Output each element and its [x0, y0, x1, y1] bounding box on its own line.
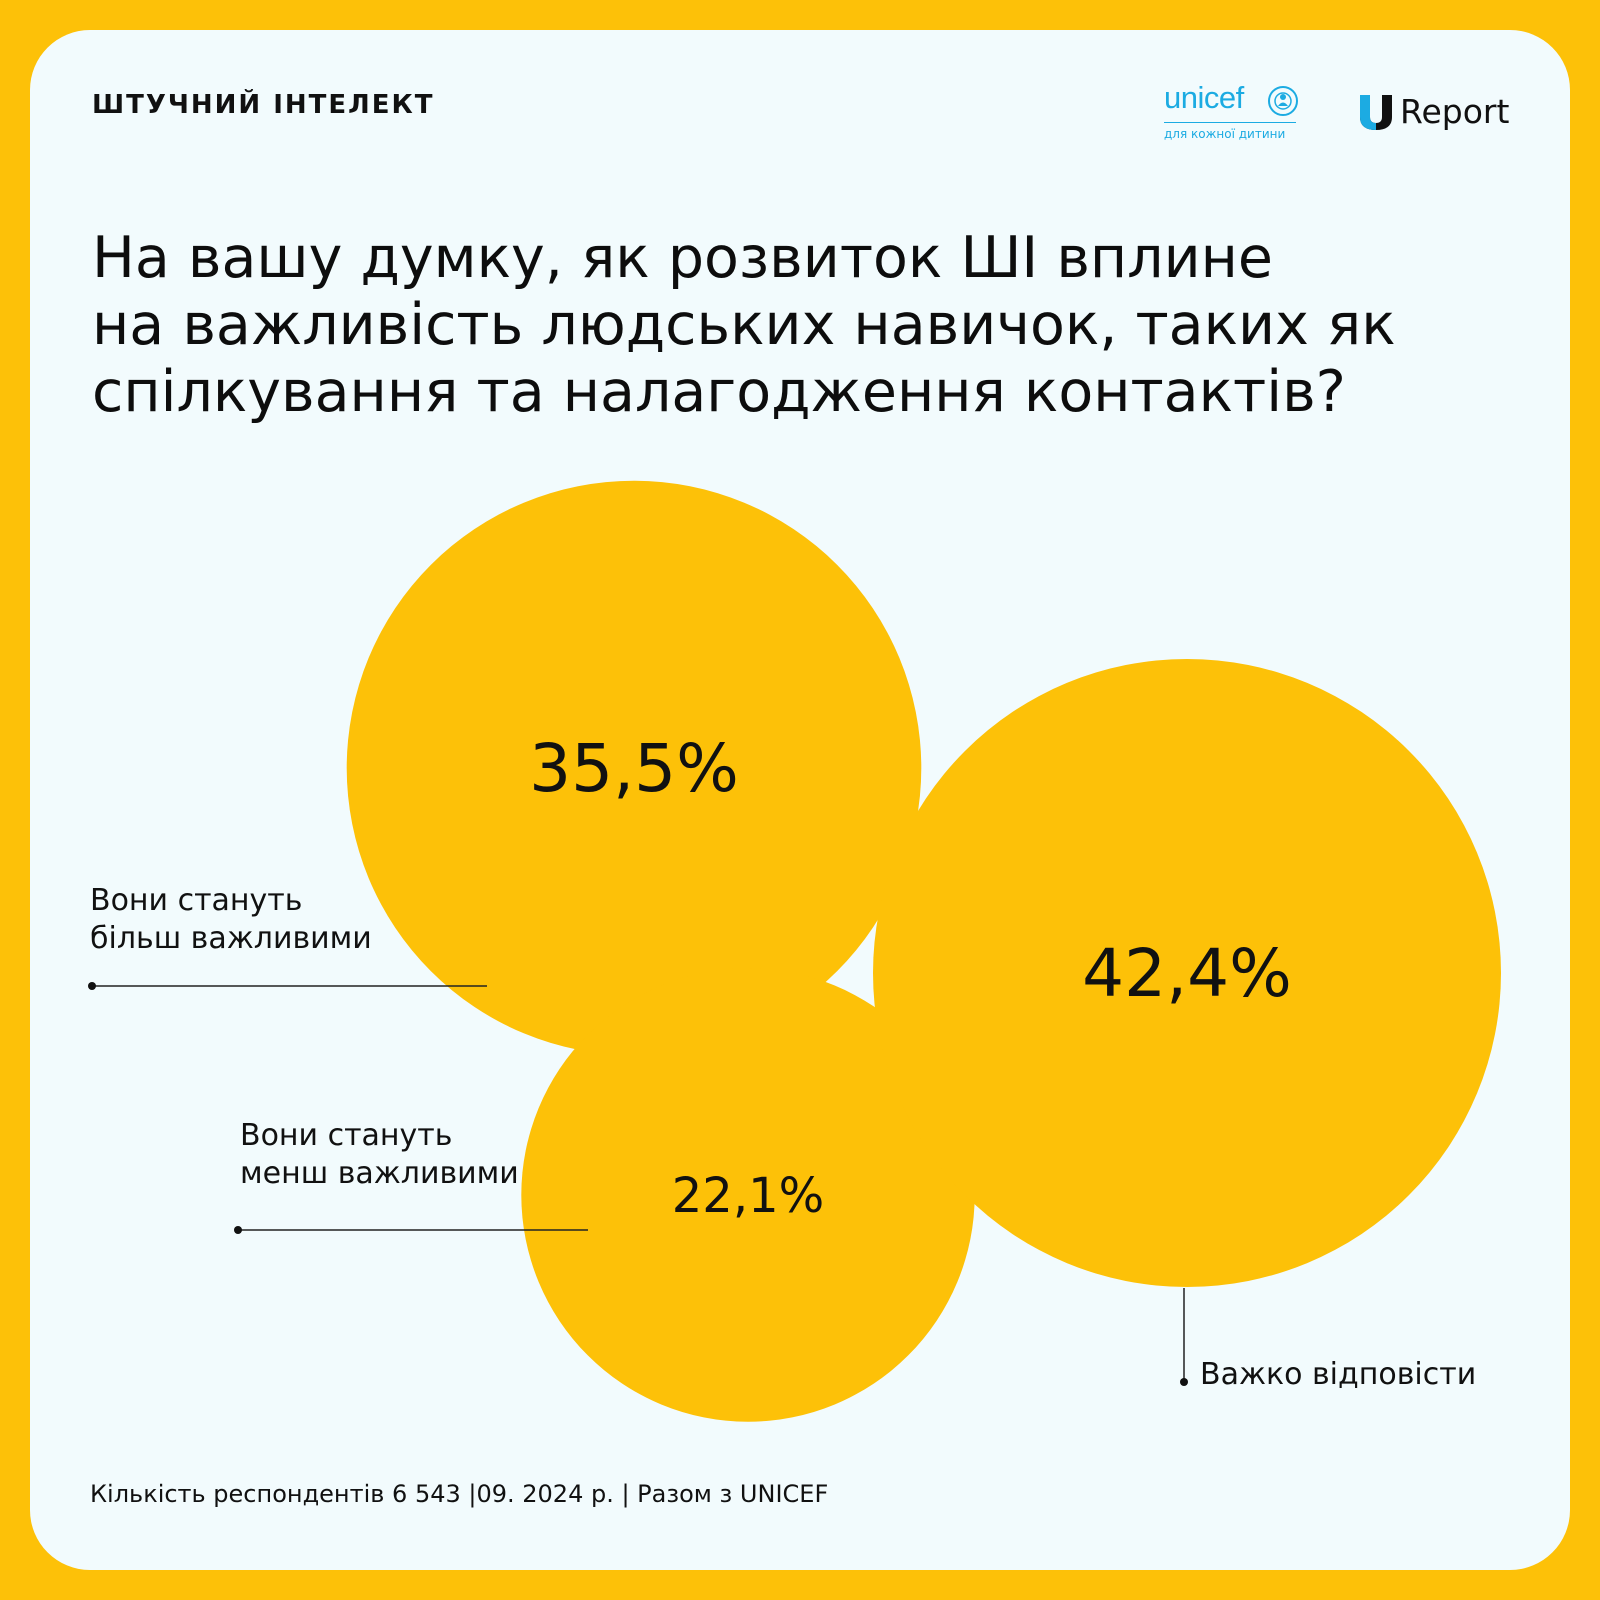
leader-dot-2 [234, 1226, 242, 1234]
unicef-tagline: для кожної дитини [1164, 127, 1286, 141]
question-title: На вашу думку, як розвиток ШІ вплине на … [92, 225, 1396, 426]
ureport-u-icon [1360, 94, 1392, 130]
bubble-value-2: 22,1% [672, 1168, 824, 1224]
leader-dot-1 [88, 982, 96, 990]
bubble-label-1: Вони стануть більш важливими [90, 883, 372, 956]
ureport-logo: Report [1358, 92, 1509, 131]
bubble-label-2: Вони стануть менш важливими [240, 1118, 519, 1191]
bubble-1 [346, 480, 922, 1056]
unicef-wordmark: unicef [1164, 80, 1244, 115]
bubble-2 [521, 968, 975, 1422]
bubble-value-3: 42,4% [1082, 935, 1292, 1012]
unicef-logo: unicef для кожної дитини [1164, 80, 1299, 141]
bubble-3 [873, 659, 1501, 1287]
question-line-1: На вашу думку, як розвиток ШІ вплине [92, 225, 1273, 291]
footer-note: Кількість респондентів 6 543 |09. 2024 р… [90, 1480, 829, 1508]
bubble-label-3: Важко відповісти [1200, 1357, 1476, 1392]
question-line-3: спілкування та налагодження контактів? [92, 359, 1346, 425]
leader-dot-3 [1180, 1378, 1188, 1386]
topic-label: ШТУЧНИЙ ІНТЕЛЕКТ [92, 90, 435, 120]
globe-icon [1268, 86, 1298, 116]
question-line-2: на важливість людських навичок, таких як [92, 292, 1396, 358]
bubble-value-1: 35,5% [529, 730, 739, 807]
ureport-wordmark: Report [1400, 92, 1510, 131]
